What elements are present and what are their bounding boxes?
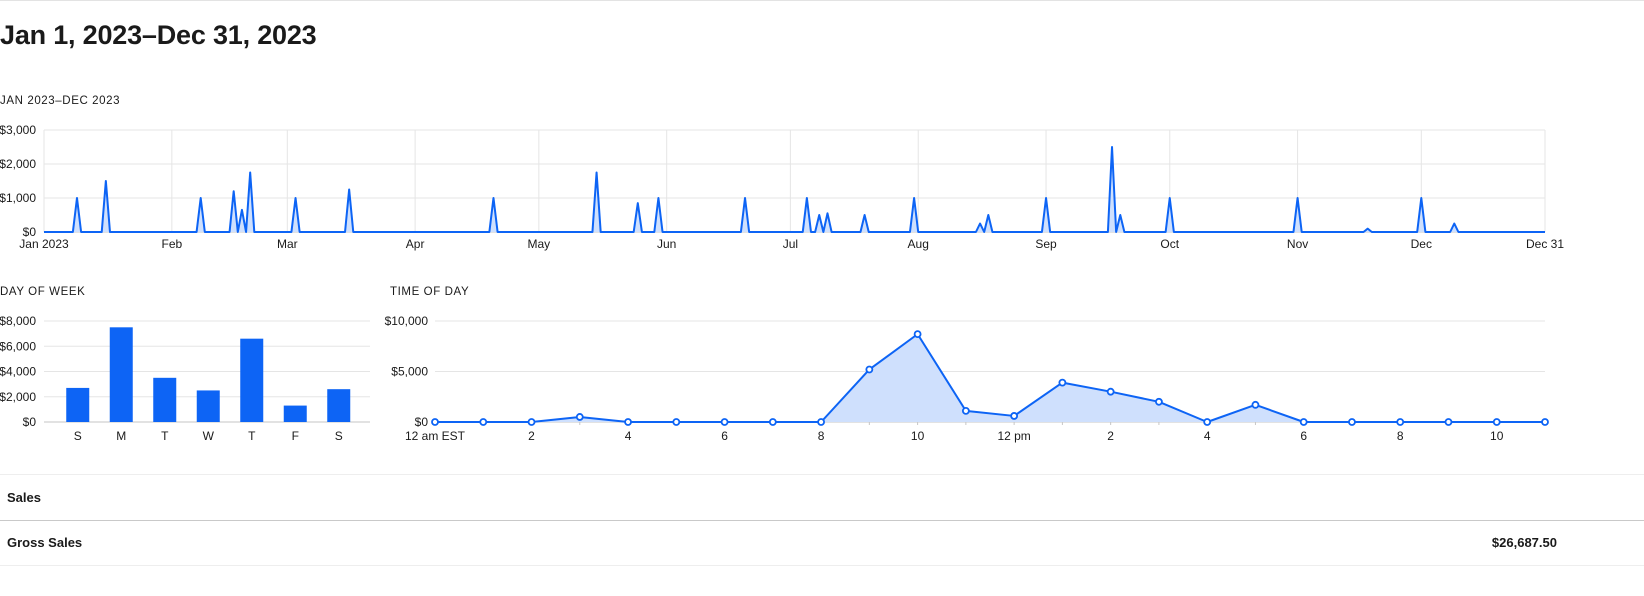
x-tick-label: Feb [161,237,182,251]
x-tick-label: Aug [908,237,929,251]
series-line [435,333,1545,423]
data-point [817,418,825,426]
x-tick-label: Jan 2023 [19,237,69,251]
data-point [1010,412,1019,420]
y-tick-label: $4,000 [0,365,36,379]
x-tick-label: 6 [1300,429,1307,443]
daily-sales-chart: $0 $1,000 $2,000 $3,000 Jan 2023 Feb Mar Apr May… [0,123,1564,251]
data-point [479,418,488,426]
weekday-chart-title: DAY OF WEEK [0,286,86,298]
x-tick-label: Nov [1287,237,1308,251]
data-point [961,406,970,415]
y-tick-label: $1,000 [0,191,36,205]
x-tick-label: T [248,429,256,443]
y-tick-label: $0 [415,415,429,429]
data-point [1396,418,1405,426]
y-tick-label: $0 [23,225,37,239]
data-point [1058,378,1067,387]
series-line [44,146,1545,233]
data-point [575,413,584,421]
x-tick-label: 6 [721,429,728,443]
top-divider [0,0,1644,1]
x-tick-label: T [161,429,169,443]
x-tick-label: 4 [1204,429,1211,443]
x-tick-label: Dec 31 [1526,237,1564,251]
x-tick-label: 10 [1490,429,1504,443]
x-tick-label: 2 [1107,429,1114,443]
y-tick-label: $2,000 [0,390,36,404]
data-point [913,330,922,339]
bar [109,327,133,422]
bar [66,387,90,422]
bar [196,390,220,422]
x-tick-label: Jun [657,237,676,251]
series-area [435,334,1545,422]
data-point [1251,400,1260,409]
bar [283,405,307,422]
time-of-day-chart: $0 $5,000 $10,000 12 am EST 2 4 6 8 10 12 pm 2 4 6 8 1… [385,314,1549,443]
bar [327,389,351,422]
gross-sales-label: Gross Sales [7,535,83,550]
x-tick-label: Jul [783,237,798,251]
gross-sales-value: $26,687.50 [1491,535,1557,550]
x-tick-label: Oct [1160,237,1179,251]
sales-table-header: Sales [0,474,1644,521]
x-tick-label: S [74,429,82,443]
x-tick-label: F [292,429,299,443]
x-tick-label: 10 [911,429,925,443]
x-tick-label: Dec [1411,237,1432,251]
sales-header-label: Sales [7,490,41,505]
data-point [1444,418,1453,426]
x-tick-label: Sep [1035,237,1057,251]
x-tick-label: 2 [528,429,535,443]
y-tick-label: $8,000 [0,314,36,328]
data-point [720,418,729,426]
data-point [1348,418,1356,426]
x-tick-label: M [116,429,126,443]
data-point [431,418,439,426]
hourly-chart-title: TIME OF DAY [390,286,470,298]
daily-chart-title: JAN 2023–DEC 2023 [0,95,121,107]
data-point [1155,397,1163,406]
table-row: Gross Sales $26,687.50 [0,520,1644,566]
y-tick-label: $0 [23,415,37,429]
bar [240,338,264,422]
y-tick-label: $10,000 [385,314,429,328]
x-tick-label: 8 [818,429,825,443]
bar [153,377,177,422]
data-point [624,418,632,426]
data-point [1203,418,1212,426]
x-tick-label: 12 am EST [405,429,466,443]
data-point [527,418,536,426]
x-tick-label: Mar [277,237,298,251]
y-tick-label: $2,000 [0,157,36,171]
data-point [1106,387,1115,396]
y-tick-label: $5,000 [391,365,428,379]
series-area [44,147,1545,232]
page-title: Jan 1, 2023–Dec 31, 2023 [0,20,317,50]
data-point [865,365,874,374]
data-point [1492,418,1501,426]
data-point [672,418,681,426]
y-tick-label: $6,000 [0,339,36,353]
x-tick-label: W [203,429,215,443]
x-tick-label: Apr [406,237,425,251]
x-tick-label: S [335,429,343,443]
data-point [1541,418,1549,426]
day-of-week-chart: $0 $2,000 $4,000 $6,000 $8,000 S M T W T F S [0,314,370,443]
x-tick-label: May [527,237,550,251]
x-tick-label: 4 [625,429,632,443]
data-point [768,418,777,426]
x-tick-label: 12 pm [997,429,1030,443]
data-point [1299,418,1308,426]
x-tick-label: 8 [1397,429,1404,443]
y-tick-label: $3,000 [0,123,36,137]
